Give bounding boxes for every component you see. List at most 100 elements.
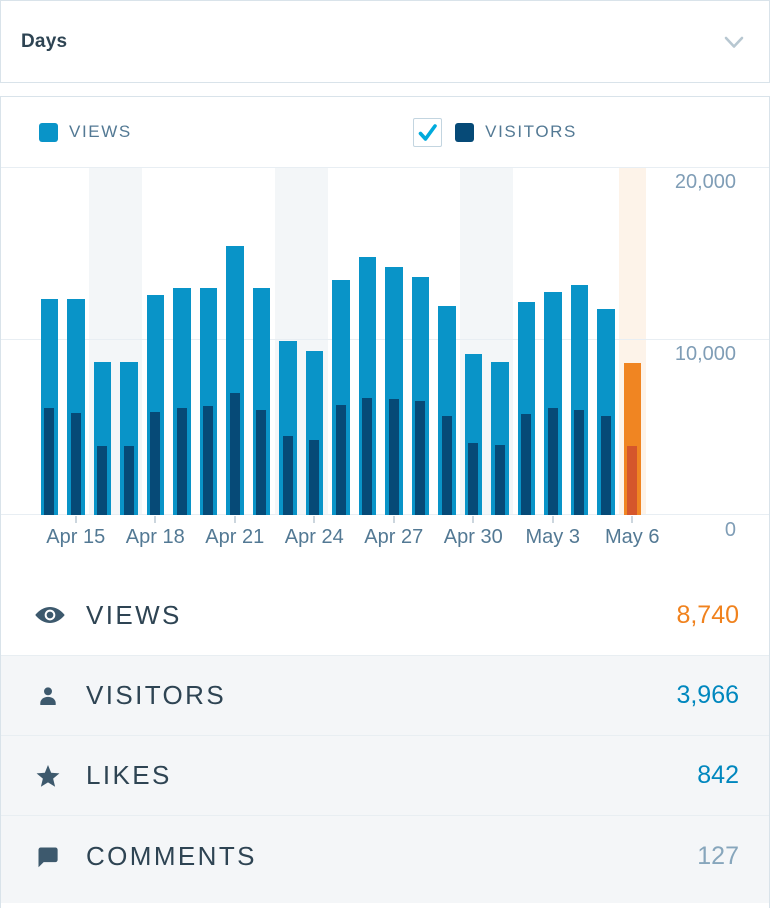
chart-bar-group[interactable] (381, 167, 408, 515)
tab-label: COMMENTS (86, 840, 257, 871)
tab-row-content: VISITORS 3,966 (34, 680, 739, 711)
visitors-bar (441, 416, 452, 515)
x-tick-label: Apr 18 (125, 526, 185, 548)
x-tick-label: Apr 27 (364, 526, 424, 548)
chart-bar-group[interactable] (169, 167, 196, 515)
legend-views: VIEWS (39, 122, 132, 142)
legend-visitors-label: VISITORS (485, 122, 577, 141)
chart-x-axis: Apr 15 Apr 18 Apr 21 Apr 24 Apr 27 Apr 30 May … (1, 515, 769, 575)
tab-row-content: COMMENTS 127 (34, 816, 739, 896)
x-tick-mark (472, 516, 475, 523)
visitors-bar (494, 445, 505, 515)
x-tick-label: May 6 (605, 526, 660, 548)
visitors-bar (256, 410, 267, 515)
visitors-bar (123, 446, 134, 515)
chart-bar-group[interactable] (89, 167, 116, 515)
chart-bar-group[interactable] (354, 167, 381, 515)
chart-bar-group[interactable] (36, 167, 63, 515)
visitors-bar (547, 408, 558, 515)
chart-bar-group[interactable] (142, 167, 169, 515)
chart-bar-group[interactable] (63, 167, 90, 515)
tab-likes[interactable]: LIKES 842 (1, 735, 769, 815)
visitors-bar (229, 393, 240, 515)
y-tick-label: 10,000 (674, 343, 736, 365)
x-tick-mark (313, 516, 316, 523)
star-icon (34, 762, 68, 790)
tab-label: LIKES (86, 760, 172, 790)
chart-bar-group[interactable] (222, 167, 249, 515)
tab-value: 3,966 (676, 681, 739, 709)
tab-label: VIEWS (86, 599, 182, 630)
visitors-bar (97, 446, 108, 515)
x-tick-label: May 3 (525, 526, 580, 548)
chart-plot-area (1, 167, 769, 515)
visitors-bar (468, 443, 479, 515)
chart-bar-group[interactable] (195, 167, 222, 515)
tab-row-content: LIKES 842 (34, 760, 739, 791)
chart-bar-group[interactable] (540, 167, 567, 515)
tab-label: VISITORS (86, 680, 227, 710)
chart-bar-group[interactable] (593, 167, 620, 515)
x-tick-label: Apr 30 (443, 526, 503, 548)
visitors-bar (388, 399, 399, 515)
chart-bar-group[interactable] (116, 167, 143, 515)
visitors-bar (627, 446, 638, 515)
legend-visitors[interactable]: VISITORS (413, 117, 577, 147)
visitors-bar (150, 412, 161, 515)
eye-icon (34, 599, 68, 631)
x-tick-mark (233, 516, 236, 523)
visitors-bar (44, 408, 55, 515)
tab-comments[interactable]: COMMENTS 127 (1, 815, 769, 903)
legend-views-label: VIEWS (69, 122, 132, 141)
x-tick-label: Apr 21 (205, 526, 265, 548)
visitors-bar (309, 440, 320, 515)
chart-legend: VIEWS VISITORS (1, 97, 769, 167)
tab-value: 127 (697, 841, 739, 870)
chart-bar-group[interactable] (407, 167, 434, 515)
comment-icon (34, 843, 68, 870)
tab-visitors[interactable]: VISITORS 3,966 (1, 655, 769, 735)
visitors-bar (521, 414, 532, 515)
visitors-bar (415, 401, 426, 515)
x-tick-mark (392, 516, 395, 523)
x-tick-mark (551, 516, 554, 523)
visitors-bar (282, 436, 293, 515)
period-title: Days (21, 30, 68, 52)
period-selector-card[interactable]: Days (0, 0, 770, 83)
tab-views[interactable]: VIEWS 8,740 (1, 575, 769, 655)
tab-value: 8,740 (676, 600, 739, 629)
x-tick-mark (154, 516, 157, 523)
chevron-down-icon[interactable] (721, 29, 747, 55)
x-tick-mark (631, 516, 634, 523)
visitors-bar (176, 408, 187, 515)
x-tick-mark (74, 516, 77, 523)
stats-module-card: VIEWS VISITORS Apr 15 Apr 18 Apr 21 Apr 24 A… (0, 96, 770, 908)
visitors-bar (203, 406, 214, 515)
visitors-bar (70, 413, 81, 515)
chart-bar-group[interactable] (275, 167, 302, 515)
views-swatch (39, 122, 58, 142)
tab-row-content: VIEWS 8,740 (34, 599, 739, 631)
visitors-bar (362, 398, 373, 515)
visitors-bar (600, 416, 611, 515)
chart-bar-group[interactable] (301, 167, 328, 515)
visitors-bar (574, 410, 585, 515)
person-icon (34, 682, 68, 710)
gridline (1, 167, 769, 168)
chart-bar-group[interactable] (328, 167, 355, 515)
chart-bar-group[interactable] (248, 167, 275, 515)
visitors-checkbox[interactable] (413, 117, 443, 147)
stats-summary-tabs: VIEWS 8,740 VISITORS 3,966 LIKES 842 COMMENTS 1… (1, 575, 769, 903)
chart-bar-group[interactable] (566, 167, 593, 515)
checkmark-icon (418, 123, 437, 141)
x-tick-label: Apr 15 (46, 526, 106, 548)
y-tick-label: 0 (724, 519, 736, 541)
chart-bar-group[interactable] (513, 167, 540, 515)
chart-bar-group[interactable] (619, 167, 646, 515)
visitors-bar (335, 405, 346, 515)
tab-value: 842 (697, 761, 739, 789)
x-tick-label: Apr 24 (284, 526, 344, 548)
chart-bar-group[interactable] (434, 167, 461, 515)
chart-bar-group[interactable] (460, 167, 487, 515)
chart-bar-group[interactable] (487, 167, 514, 515)
